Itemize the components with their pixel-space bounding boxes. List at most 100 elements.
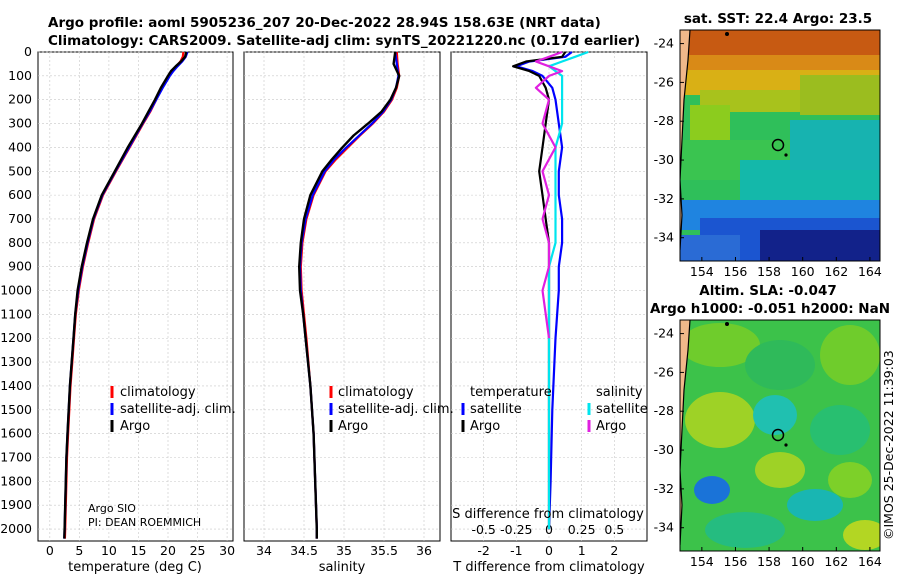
series-line-satellite-adj-clim- — [63, 51, 189, 539]
s-difference-axis-label: S difference from climatology — [452, 507, 644, 522]
map-lat-tick-label: -34 — [654, 230, 674, 245]
map-lon-tick-label: 160 — [791, 264, 815, 279]
sla-map-image — [680, 320, 880, 551]
x-tick-label: 0 — [46, 543, 54, 558]
legend-label-argo: Argo — [338, 419, 368, 434]
depth-tick-label: 1400 — [0, 378, 32, 393]
series-line-argo — [63, 51, 188, 539]
sst-map-title: sat. SST: 22.4 Argo: 23.5 — [684, 11, 872, 27]
depth-tick-label: 800 — [8, 235, 32, 250]
x-tick-label: 34.5 — [290, 543, 318, 558]
t-difference-axis-label: T difference from climatology — [452, 560, 645, 575]
legend-label-climatology: climatology — [120, 385, 196, 400]
sla-map-title-line2: Argo h1000: -0.051 h2000: NaN — [650, 301, 890, 317]
x-tick-label: 35 — [336, 543, 352, 558]
map-lon-tick-label: 160 — [791, 554, 815, 569]
map-lat-tick-label: -32 — [654, 481, 674, 496]
depth-tick-label: 1300 — [0, 354, 32, 369]
x-tick-label: 30 — [219, 543, 235, 558]
depth-tick-label: 1100 — [0, 306, 32, 321]
depth-axis: 0 100 200 300 400 500 600 700 800 900 1000 1100 1200… — [0, 44, 32, 536]
s-difference-tick-label: 0 — [545, 522, 553, 537]
sst-map-image — [680, 30, 880, 261]
series-line-argo — [298, 51, 401, 539]
depth-tick-label: 400 — [8, 139, 32, 154]
depth-tick-label: 900 — [8, 259, 32, 274]
salinity-panel-frame — [243, 51, 441, 542]
grid-lines — [38, 51, 647, 541]
s-difference-tick-label: 0.5 — [604, 522, 624, 537]
map-lon-tick-label: 156 — [724, 264, 748, 279]
figure-title-line2: Climatology: CARS2009. Satellite-adj cli… — [48, 33, 640, 49]
depth-tick-label: 1600 — [0, 426, 32, 441]
depth-tick-label: 1900 — [0, 497, 32, 512]
temperature-legend: climatology satellite-adj. clim. Argo — [110, 385, 236, 434]
legend-title-temperature: temperature — [470, 385, 552, 400]
x-tick-label: 2 — [610, 543, 618, 558]
depth-tick-label: 2000 — [0, 521, 32, 536]
map-lat-tick-label: -34 — [654, 520, 674, 535]
imos-timestamp: ©IMOS 25-Dec-2022 11:39:03 — [881, 350, 896, 540]
x-tick-label: -1 — [510, 543, 522, 558]
map-lat-tick-label: -24 — [654, 36, 674, 51]
x-tick-label: 36 — [416, 543, 432, 558]
depth-tick-label: 1500 — [0, 402, 32, 417]
s-difference-tick-label: 0.25 — [568, 522, 596, 537]
temperature-axis-label: temperature (deg C) — [68, 560, 202, 575]
map-lon-tick-label: 158 — [757, 554, 781, 569]
legend-label-climatology: climatology — [338, 385, 414, 400]
map-lon-tick-label: 154 — [690, 554, 714, 569]
sst-map-ticks: 154 156 158 160 162 164 -24 -26 -28 -30 -32 -34 — [654, 36, 882, 279]
depth-tick-label: 1800 — [0, 473, 32, 488]
legend-label-s-satellite: satellite — [596, 402, 648, 417]
depth-tick-label: 300 — [8, 116, 32, 131]
map-lat-tick-label: -30 — [654, 442, 674, 457]
sla-map-frame — [679, 319, 881, 552]
depth-tick-label: 100 — [8, 68, 32, 83]
depth-tick-label: 1200 — [0, 330, 32, 345]
x-tick-label: 25 — [190, 543, 206, 558]
depth-tick-label: 0 — [24, 44, 32, 59]
depth-tick-label: 600 — [8, 187, 32, 202]
map-lat-tick-label: -24 — [654, 326, 674, 341]
legend-label-t-satellite: satellite — [470, 402, 522, 417]
s-difference-tick-label: -0.5 — [471, 522, 495, 537]
s-difference-tick-label: -0.25 — [500, 522, 532, 537]
legend-label-satellite: satellite-adj. clim. — [120, 402, 236, 417]
series-line-salinity-argo — [534, 50, 564, 339]
x-tick-labels: 0 5 10 15 20 25 30 34 34.5 35 35.5 36 -2 -1 0 1 2 -0.5 -0.… — [46, 522, 624, 558]
map-lon-tick-label: 154 — [690, 264, 714, 279]
pi-annotation-line1: Argo SIO — [88, 502, 136, 515]
legend-label-satellite: satellite-adj. clim. — [338, 402, 454, 417]
sla-map-title-line1: Altim. SLA: -0.047 — [699, 283, 836, 299]
x-tick-label: 5 — [75, 543, 83, 558]
map-lon-tick-label: 158 — [757, 264, 781, 279]
map-lat-tick-label: -26 — [654, 74, 674, 89]
map-lon-tick-label: 164 — [858, 264, 882, 279]
x-tick-label: 15 — [131, 543, 147, 558]
x-tick-label: 10 — [101, 543, 117, 558]
x-tick-label: 0 — [545, 543, 553, 558]
x-tick-label: 34 — [256, 543, 272, 558]
map-lat-tick-label: -32 — [654, 191, 674, 206]
map-lat-tick-label: -28 — [654, 113, 674, 128]
salinity-legend: climatology satellite-adj. clim. Argo — [329, 385, 454, 434]
depth-tick-label: 1000 — [0, 283, 32, 298]
x-tick-label: 1 — [578, 543, 586, 558]
depth-tick-label: 200 — [8, 92, 32, 107]
depth-tick-label: 700 — [8, 211, 32, 226]
map-lon-tick-label: 164 — [858, 554, 882, 569]
map-lon-tick-label: 156 — [724, 554, 748, 569]
depth-tick-label: 1700 — [0, 450, 32, 465]
figure-title-line1: Argo profile: aoml 5905236_207 20-Dec-20… — [48, 15, 601, 31]
series-line-climatology — [63, 51, 185, 539]
map-lon-tick-label: 162 — [824, 264, 848, 279]
sla-map-ticks: 154 156 158 160 162 164 -24 -26 -28 -30 -32 -34 — [654, 326, 882, 569]
map-lat-tick-label: -28 — [654, 403, 674, 418]
x-tick-label: -2 — [477, 543, 489, 558]
legend-label-t-argo: Argo — [470, 419, 500, 434]
sst-map-frame — [679, 29, 881, 262]
depth-tick-label: 500 — [8, 163, 32, 178]
x-tick-label: 20 — [160, 543, 176, 558]
